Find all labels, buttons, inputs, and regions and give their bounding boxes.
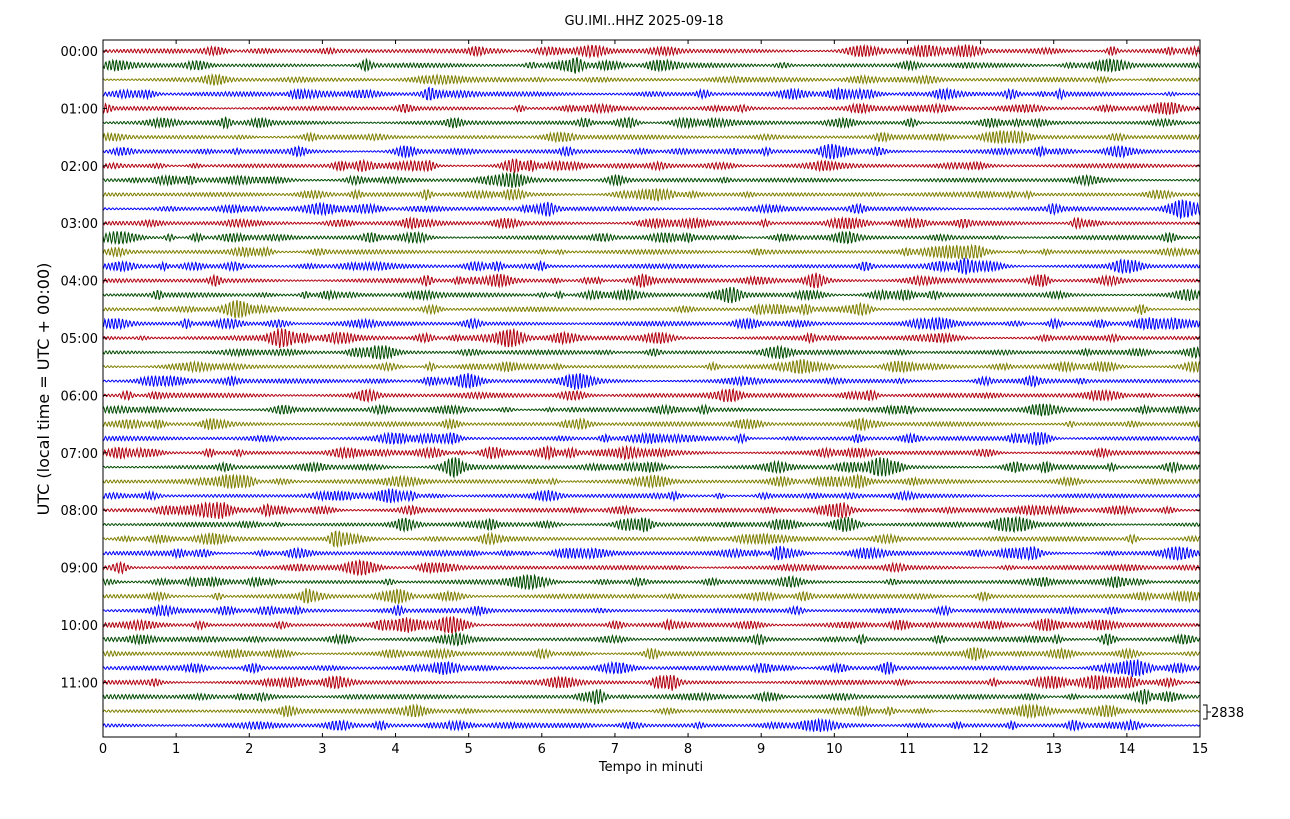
y-tick-label: 10:00 xyxy=(61,619,98,634)
trace-line xyxy=(102,416,1201,432)
trace-line xyxy=(102,515,1201,534)
trace-line xyxy=(102,171,1201,189)
y-axis-label: UTC (local time = UTC + 00:00) xyxy=(34,263,53,516)
trace-line xyxy=(102,703,1201,719)
trace-line xyxy=(102,674,1201,691)
trace-line xyxy=(102,72,1201,86)
trace-line xyxy=(102,316,1201,332)
trace-line xyxy=(102,631,1201,647)
trace-line xyxy=(102,359,1201,375)
y-tick-label: 02:00 xyxy=(61,160,98,175)
y-axis: 00:00 01:00 02:00 03:00 04:00 05:00 06:00 07:00… xyxy=(61,45,1200,691)
y-tick-label: 08:00 xyxy=(61,504,98,519)
trace-line xyxy=(102,257,1201,275)
y-tick-label: 11:00 xyxy=(61,676,98,691)
trace-line xyxy=(102,101,1201,116)
trace-line xyxy=(102,286,1201,304)
scale-label: 2838 xyxy=(1211,706,1244,721)
scale-indicator: 2838 xyxy=(1203,704,1244,721)
trace-line xyxy=(102,717,1201,733)
x-tick-label: 4 xyxy=(391,742,399,757)
trace-group xyxy=(102,43,1201,733)
y-tick-label: 07:00 xyxy=(61,447,98,462)
trace-line xyxy=(102,659,1201,677)
trace-line xyxy=(102,688,1201,705)
x-tick-label: 10 xyxy=(826,742,843,757)
y-tick-label: 09:00 xyxy=(61,562,98,577)
y-tick-label: 03:00 xyxy=(61,217,98,232)
x-tick-label: 8 xyxy=(684,742,692,757)
x-tick-label: 9 xyxy=(757,742,765,757)
trace-line xyxy=(102,328,1201,348)
x-tick-label: 6 xyxy=(538,742,546,757)
trace-line xyxy=(102,603,1201,618)
plot-frame xyxy=(102,39,1201,738)
y-tick-label: 00:00 xyxy=(61,45,98,60)
trace-line xyxy=(102,187,1201,202)
trace-line xyxy=(102,473,1201,489)
scale-bracket xyxy=(1203,704,1208,720)
x-tick-label: 3 xyxy=(318,742,326,757)
x-tick-label: 12 xyxy=(972,742,989,757)
trace-line xyxy=(102,588,1201,604)
trace-line xyxy=(102,615,1201,635)
trace-line xyxy=(102,558,1201,576)
x-tick-label: 2 xyxy=(245,742,253,757)
trace-line xyxy=(102,488,1201,504)
trace-line xyxy=(102,530,1201,549)
trace-line xyxy=(102,344,1201,360)
trace-line xyxy=(102,43,1201,59)
trace-line xyxy=(102,243,1201,260)
y-tick-label: 04:00 xyxy=(61,275,98,290)
x-tick-label: 1 xyxy=(172,742,180,757)
trace-line xyxy=(102,198,1201,220)
trace-line xyxy=(102,143,1201,160)
chart-title: GU.IMI..HHZ 2025-09-18 xyxy=(564,14,723,29)
y-tick-label: 05:00 xyxy=(61,332,98,347)
trace-line xyxy=(102,299,1201,319)
trace-line xyxy=(102,387,1201,404)
trace-line xyxy=(102,444,1201,461)
trace-line xyxy=(102,158,1201,174)
trace-line xyxy=(102,86,1201,101)
x-tick-label: 14 xyxy=(1119,742,1136,757)
trace-line xyxy=(102,129,1201,145)
trace-line xyxy=(102,403,1201,417)
x-axis-label: Tempo in minuti xyxy=(598,760,703,775)
trace-line xyxy=(102,646,1201,661)
x-axis: 0 1 2 3 4 5 6 7 8 9 10 11 12 13 14 15 xyxy=(99,40,1208,757)
trace-line xyxy=(102,573,1201,591)
trace-line xyxy=(102,545,1201,562)
trace-line xyxy=(102,57,1201,74)
trace-line xyxy=(102,230,1201,246)
y-tick-label: 01:00 xyxy=(61,102,98,117)
trace-line xyxy=(102,372,1201,390)
x-tick-label: 0 xyxy=(99,742,107,757)
trace-line xyxy=(102,501,1201,520)
trace-line xyxy=(102,116,1201,130)
trace-line xyxy=(102,456,1201,479)
trace-line xyxy=(102,215,1201,231)
x-tick-label: 7 xyxy=(611,742,619,757)
x-tick-label: 5 xyxy=(465,742,473,757)
x-tick-label: 11 xyxy=(899,742,916,757)
y-tick-label: 06:00 xyxy=(61,389,98,404)
x-tick-label: 13 xyxy=(1045,742,1062,757)
trace-line xyxy=(102,272,1201,289)
x-tick-label: 15 xyxy=(1192,742,1209,757)
trace-line xyxy=(102,431,1201,446)
